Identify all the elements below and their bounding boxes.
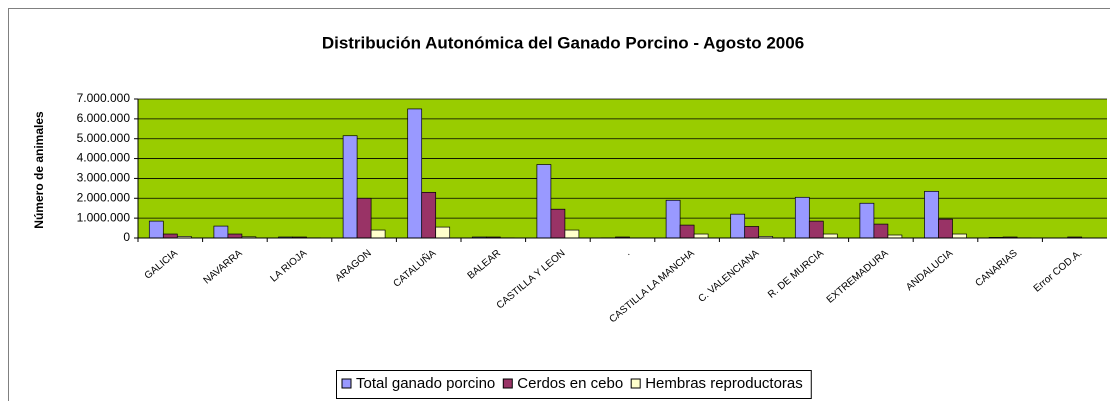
bar — [859, 202, 875, 239]
bar — [550, 208, 566, 239]
bar — [536, 164, 552, 239]
bar — [808, 220, 824, 239]
bar — [744, 226, 760, 239]
bar — [162, 233, 178, 239]
bar — [873, 223, 889, 239]
y-tick-label: 4.000.000 — [77, 151, 131, 165]
legend: Total ganado porcino Cerdos en cebo Hembra… — [336, 370, 812, 399]
y-tick-label: 2.000.000 — [77, 190, 131, 204]
legend-box — [336, 370, 812, 399]
bar — [227, 233, 243, 239]
y-tick-label: 5.000.000 — [77, 131, 131, 145]
bar — [564, 229, 580, 239]
legend-label: Total ganado porcino — [356, 375, 495, 392]
bar — [435, 226, 451, 239]
bar — [356, 197, 372, 239]
legend-label: Hembras reproductoras — [645, 375, 803, 392]
bar — [938, 218, 953, 239]
y-tick-label: 0 — [123, 230, 130, 244]
bar — [342, 135, 358, 239]
y-tick-label: 7.000.000 — [77, 91, 131, 105]
legend-swatch — [341, 378, 352, 389]
legend-swatch — [502, 378, 513, 389]
bar — [952, 233, 967, 239]
y-axis-label: Número de animales — [32, 111, 46, 229]
chart-title: Distribución Autonómica del Ganado Porci… — [322, 33, 804, 52]
bar — [213, 225, 229, 239]
bar — [407, 108, 423, 239]
y-tick-label: 1.000.000 — [77, 210, 131, 224]
bar — [679, 224, 695, 239]
legend-label: Cerdos en cebo — [517, 375, 623, 392]
bar — [665, 199, 681, 239]
bar — [924, 190, 939, 239]
bar — [693, 233, 709, 239]
bar — [148, 220, 164, 239]
legend-swatch — [630, 378, 641, 389]
plot-area — [138, 99, 1107, 238]
y-tick-label: 6.000.000 — [77, 111, 131, 125]
bar — [794, 196, 810, 239]
bar — [370, 229, 386, 239]
bar — [421, 191, 437, 239]
bar — [822, 233, 838, 239]
bar — [730, 213, 746, 239]
x-tick-label: . — [623, 248, 632, 258]
y-tick-label: 3.000.000 — [77, 171, 131, 185]
